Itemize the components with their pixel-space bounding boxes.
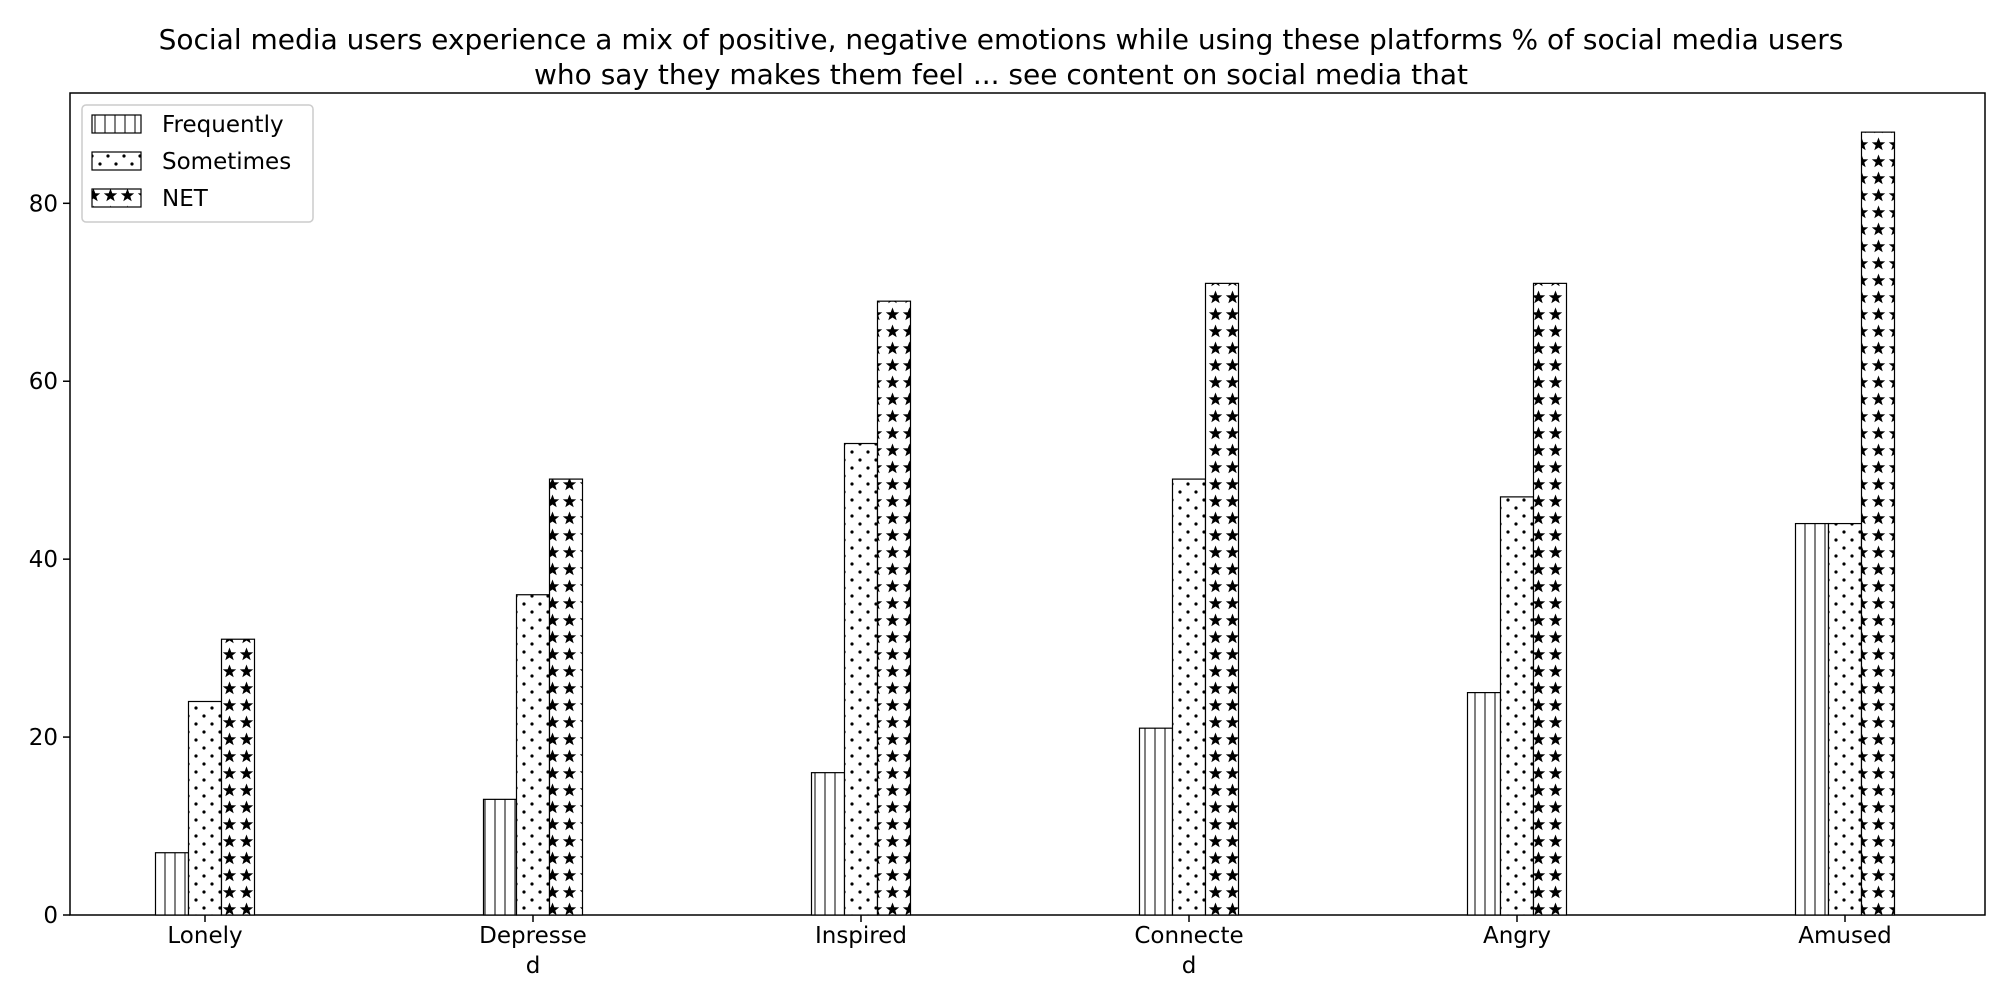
chart-title-line-2: who say they makes them feel ... see con… (534, 58, 1468, 91)
legend-label-sometimes: Sometimes (162, 149, 291, 175)
x-tick-label: Amused (1798, 923, 1891, 949)
x-tick-label: d (526, 953, 541, 979)
bar-series-group (154, 131, 1896, 916)
y-tick-label: 40 (29, 547, 58, 573)
bar-frequently-inspired (810, 772, 846, 916)
y-tick-label: 60 (29, 369, 58, 395)
legend-swatch-frequently (91, 114, 142, 134)
x-tick-label: Lonely (167, 923, 242, 949)
chart-title-line-1: Social media users experience a mix of p… (159, 23, 1844, 56)
bar-sometimes-connected (1171, 478, 1207, 916)
bar-frequently-connected (1138, 727, 1174, 916)
x-tick-label: d (1182, 953, 1197, 979)
bar-net-inspired (876, 300, 912, 916)
x-tick-label: Depresse (479, 923, 587, 949)
bar-sometimes-lonely (187, 700, 223, 916)
bar-sometimes-depressed (515, 594, 551, 916)
bar-net-depressed (548, 478, 584, 916)
x-axis: Lonely Depresse d Inspired Connecte d Angry Amu… (167, 915, 1892, 979)
plot-area-frame (69, 92, 1986, 916)
y-tick-label: 80 (29, 191, 58, 217)
y-tick-label: 0 (43, 903, 58, 929)
bar-frequently-lonely (154, 852, 190, 916)
chart-title: Social media users experience a mix of p… (159, 23, 1844, 91)
legend-swatch-net (91, 188, 142, 208)
legend: Frequently Sometimes NET (81, 104, 314, 223)
bar-sometimes-angry (1499, 496, 1535, 916)
x-tick-label: Connecte (1134, 923, 1243, 949)
legend-label-net: NET (162, 186, 209, 212)
bar-frequently-depressed (482, 798, 518, 916)
x-tick-label: Inspired (815, 923, 907, 949)
bar-sometimes-amused (1827, 522, 1863, 916)
y-axis: 0 20 40 60 80 (29, 191, 70, 929)
bar-frequently-angry (1466, 691, 1502, 916)
legend-swatch-sometimes (91, 151, 142, 171)
x-tick-label: Angry (1483, 923, 1551, 949)
bar-net-amused (1860, 131, 1896, 916)
bar-net-connected (1204, 282, 1240, 916)
legend-label-frequently: Frequently (162, 112, 284, 138)
bar-net-angry (1532, 282, 1568, 916)
bar-sometimes-inspired (843, 442, 879, 916)
bar-net-lonely (220, 638, 256, 916)
y-tick-label: 20 (29, 725, 58, 751)
bar-frequently-amused (1794, 522, 1830, 916)
